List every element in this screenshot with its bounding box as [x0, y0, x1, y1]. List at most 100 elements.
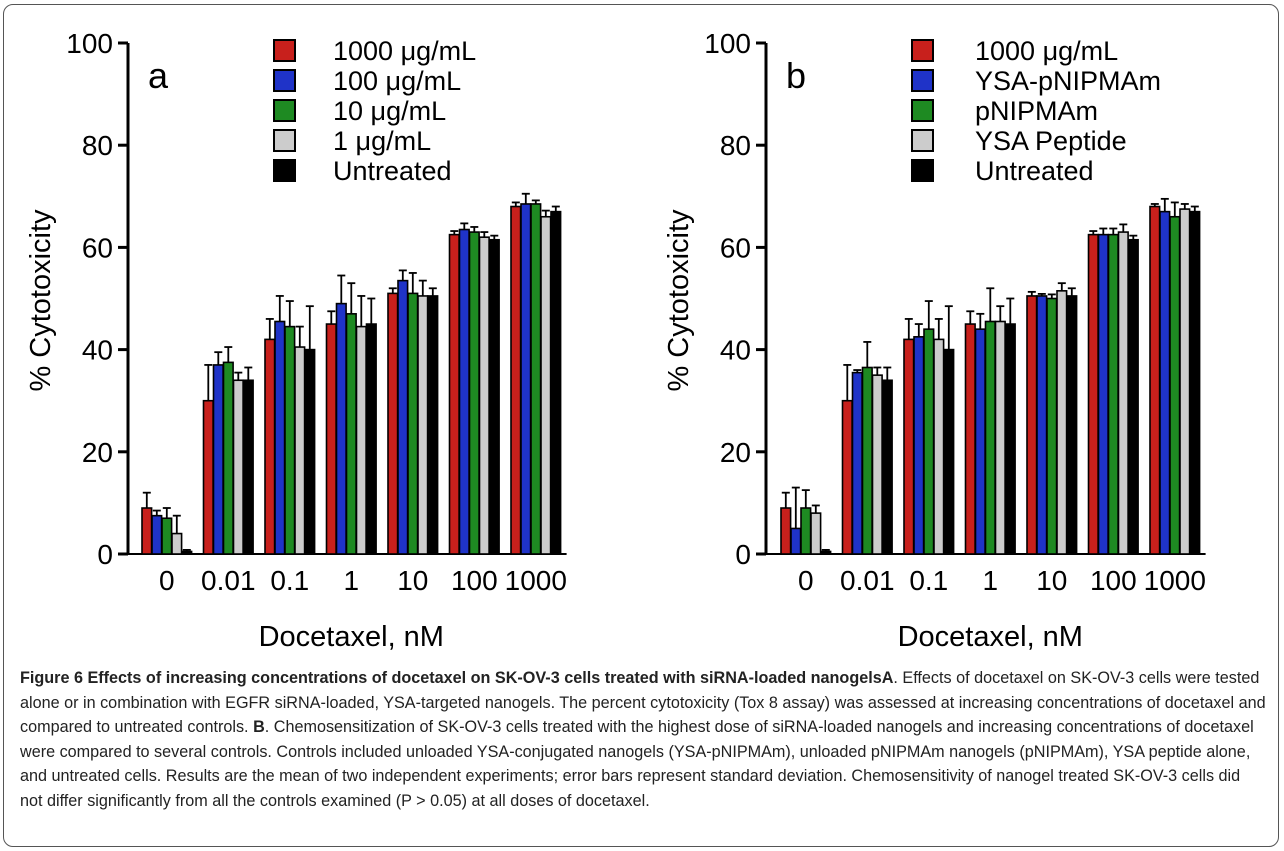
y-tick-label: 20 [82, 437, 113, 468]
bar [984, 320, 996, 555]
bar [1127, 238, 1139, 555]
bar [1046, 297, 1058, 555]
bar [974, 328, 986, 555]
bar [1149, 205, 1161, 555]
bar [151, 514, 163, 555]
x-tick-label: 100 [1090, 565, 1137, 596]
bar [881, 379, 893, 555]
y-tick-label: 80 [82, 130, 113, 161]
bar [1004, 323, 1016, 555]
x-tick-label: 0 [798, 565, 814, 596]
y-tick-label: 40 [720, 335, 751, 366]
x-axis-label: Docetaxel, nM [259, 621, 444, 653]
bar [407, 292, 419, 555]
bar [810, 512, 822, 555]
bar [284, 325, 296, 555]
bar [365, 323, 377, 555]
bar [345, 313, 357, 555]
bar [1026, 295, 1038, 555]
bar [1087, 233, 1099, 555]
y-tick-label: 80 [720, 130, 751, 161]
y-tick-label: 20 [720, 437, 751, 468]
bar [478, 236, 490, 555]
bar [304, 348, 316, 555]
bar [212, 364, 224, 555]
y-tick-label: 60 [82, 232, 113, 263]
bar [325, 323, 337, 555]
x-axis-label: Docetaxel, nM [898, 621, 1083, 653]
bar [841, 399, 853, 555]
bar [141, 507, 153, 555]
x-tick-label: 100 [451, 565, 498, 596]
bar [903, 338, 915, 555]
legend-label: pNIPMAm [975, 96, 1098, 126]
bar [851, 371, 863, 555]
legend-label: 1000 μg/mL [333, 36, 476, 66]
chart-panel-b: 0 20 40 60 80 100 % Cytotoxicity 0 0.01 0.1 1 10 100… [663, 28, 1206, 653]
caption-text-a: . Effects of docetaxel on SK-OV-3 cells … [20, 669, 1266, 737]
legend-swatch [273, 39, 296, 62]
bar [1169, 215, 1181, 555]
legend-swatch [273, 99, 296, 122]
bar [335, 302, 347, 555]
legend-label: 100 μg/mL [333, 66, 461, 96]
y-tick-label: 100 [704, 28, 751, 59]
bar [181, 550, 193, 555]
bar [171, 532, 183, 555]
legend-label: Untreated [333, 156, 452, 186]
y-axis-label: % Cytotoxicity [25, 209, 57, 392]
bar [264, 338, 276, 555]
bar [202, 399, 214, 555]
bar [800, 507, 812, 555]
x-tick-label: 1 [344, 565, 360, 596]
caption-title: Figure 6 Effects of increasing concentra… [20, 669, 882, 687]
bar [1117, 231, 1129, 555]
legend-label: 1000 μg/mL [975, 36, 1118, 66]
bar [1107, 233, 1119, 555]
legend-swatch [911, 39, 934, 62]
bar [232, 379, 244, 555]
bar [427, 295, 439, 555]
bar [274, 320, 286, 555]
bar [242, 379, 254, 555]
bar [550, 210, 562, 555]
bar [397, 279, 409, 555]
chart-panel-a: 0 20 40 60 80 100 % Cytotoxicity 0 0.01 0.1 1 10 100… [25, 28, 567, 653]
legend-label: 10 μg/mL [333, 96, 446, 126]
caption-label-a: A [881, 669, 894, 687]
y-tick-label: 100 [66, 28, 113, 59]
bar [510, 205, 522, 555]
bar [1097, 233, 1109, 555]
bar [943, 348, 955, 555]
bar [780, 507, 792, 555]
bar [458, 228, 470, 555]
bar [530, 203, 542, 555]
x-tick-label: 1000 [1144, 565, 1206, 596]
legend-swatch [911, 159, 934, 182]
bar [923, 328, 935, 555]
bar [790, 527, 802, 555]
bar [161, 517, 173, 555]
y-tick-label: 0 [97, 539, 113, 570]
y-axis-label: % Cytotoxicity [663, 209, 695, 392]
x-tick-label: 1000 [505, 565, 567, 596]
x-tick-label: 10 [397, 565, 428, 596]
caption-text-b: . Chemosensitization of SK-OV-3 cells tr… [20, 718, 1254, 810]
panel-label: b [786, 55, 806, 96]
bar [1066, 295, 1078, 555]
bar [417, 295, 429, 555]
bar [820, 550, 832, 555]
legend-label: YSA-pNIPMAm [975, 66, 1161, 96]
bar [222, 361, 234, 555]
figure-caption: Figure 6 Effects of increasing concentra… [20, 666, 1266, 814]
bar [355, 325, 367, 555]
bar [468, 231, 480, 555]
legend-swatch [273, 129, 296, 152]
y-tick-label: 0 [735, 539, 751, 570]
bar [964, 323, 976, 555]
legend-label: Untreated [975, 156, 1094, 186]
x-tick-label: 10 [1036, 565, 1067, 596]
legend-swatch [273, 159, 296, 182]
bar [1159, 210, 1171, 555]
